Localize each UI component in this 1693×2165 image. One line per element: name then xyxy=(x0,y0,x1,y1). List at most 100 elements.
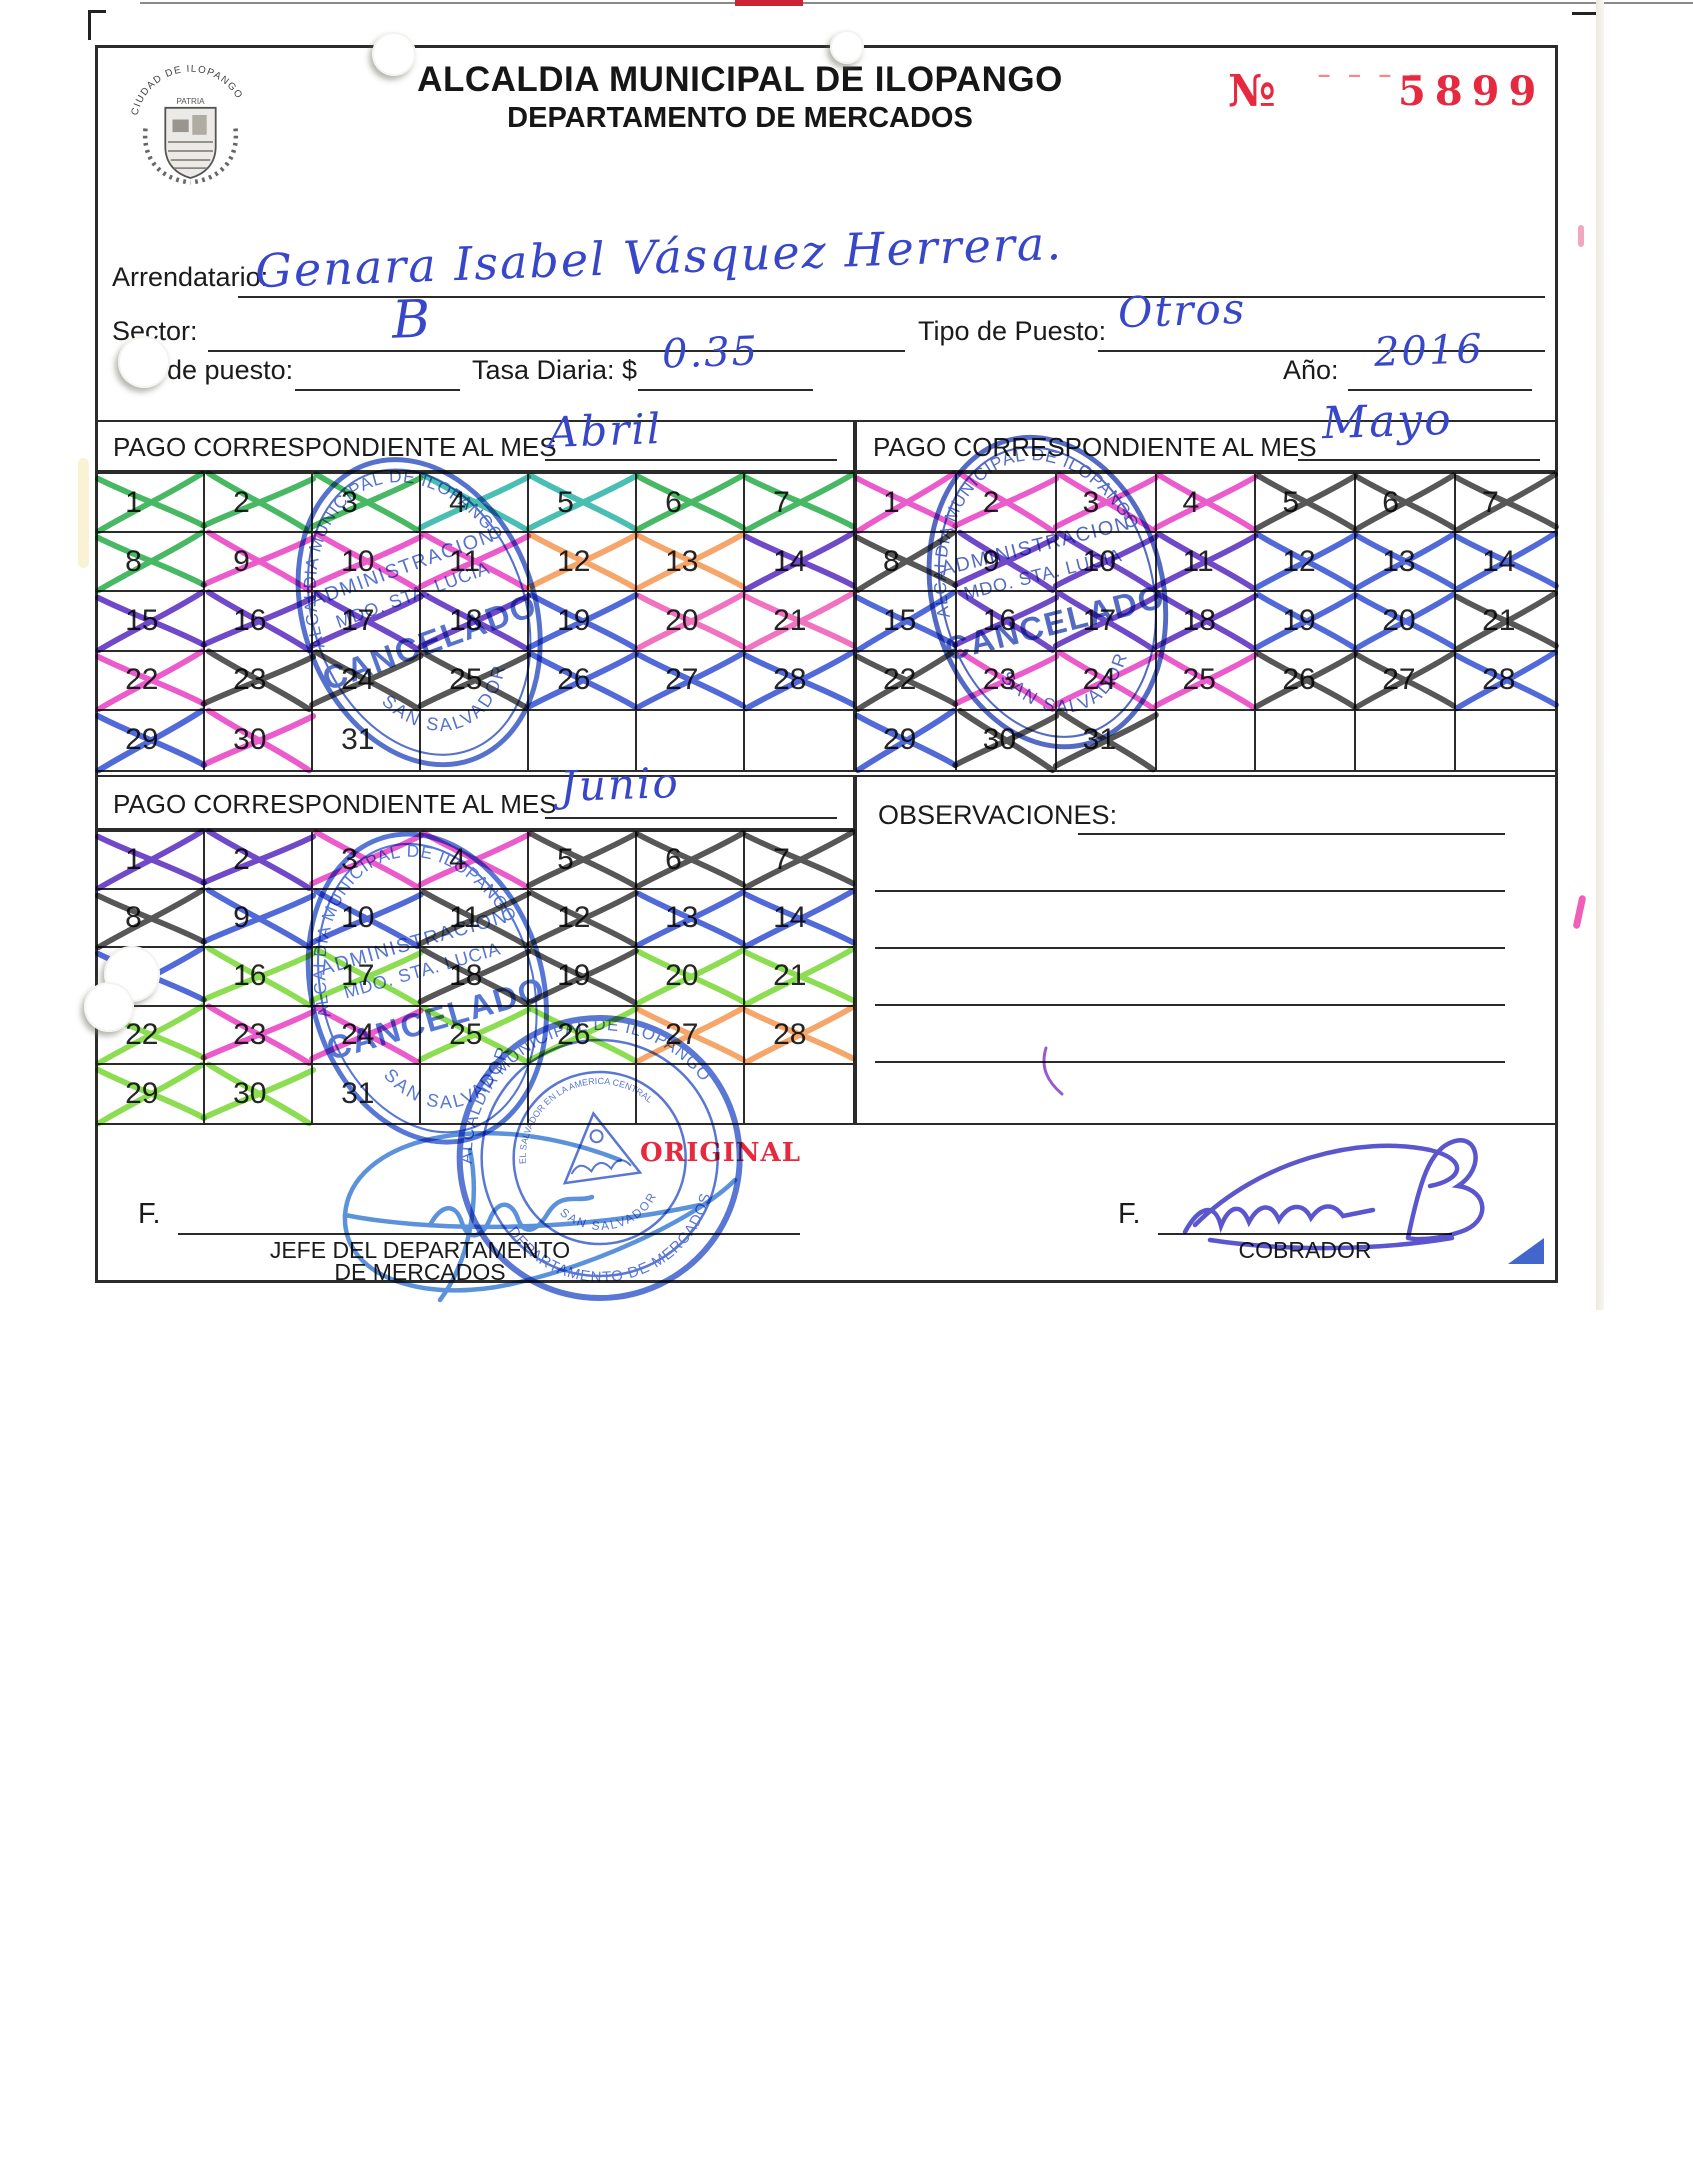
month-line-mayo xyxy=(1298,459,1540,461)
cross-mark xyxy=(417,590,531,652)
day-cell: 15 xyxy=(94,589,207,653)
day-cell: 13 xyxy=(1353,531,1457,593)
yellow-edge-smudge xyxy=(78,458,89,568)
day-cell: 5 xyxy=(525,473,639,534)
day-cell xyxy=(1356,710,1457,770)
day-cell: 12 xyxy=(1253,532,1358,593)
day-cell: 13 xyxy=(634,531,746,593)
cross-mark xyxy=(1353,590,1457,652)
cross-mark xyxy=(94,589,207,653)
day-cell: 4 xyxy=(1152,472,1259,534)
cross-mark xyxy=(952,530,1060,594)
crop-mark-topleft-v xyxy=(88,10,91,40)
cross-mark xyxy=(525,532,639,591)
crop-mark-topleft xyxy=(88,10,106,13)
cross-mark xyxy=(94,470,207,535)
tipo-puesto-line xyxy=(1098,350,1545,352)
cross-mark xyxy=(952,707,1060,774)
day-cell: 28 xyxy=(742,649,857,712)
day-cell: 20 xyxy=(1353,590,1457,652)
cross-mark xyxy=(200,470,316,535)
crop-mark-topright xyxy=(1572,12,1600,15)
day-cell: 22 xyxy=(94,648,207,713)
day-cell: 12 xyxy=(525,532,639,593)
f-label-right: F. xyxy=(1118,1198,1141,1230)
day-cell: 2 xyxy=(952,470,1060,535)
scan-top-edge xyxy=(140,2,1693,4)
day-cell: 30 xyxy=(200,1061,316,1127)
cross-mark xyxy=(1353,472,1457,533)
day-cell: 10 xyxy=(1052,530,1159,593)
seal-building-2 xyxy=(192,115,207,135)
calendar-grid-junio: 1234567891011121314151617181920212223242… xyxy=(94,828,857,1127)
cross-mark xyxy=(1453,530,1559,593)
cancelado-stamp-junio: ALCALDIA MUNICIPAL DE ILOPANGO ADMINISTR… xyxy=(262,795,595,1186)
day-cell xyxy=(1256,710,1357,770)
day-cell: 13 xyxy=(634,888,746,949)
cross-mark xyxy=(1052,708,1159,773)
day-cell: 25 xyxy=(417,650,531,711)
day-cell: 8 xyxy=(94,886,207,950)
cross-mark xyxy=(634,590,746,652)
calendar-grid-mayo: 1 2 3 4 5 6 7 8 9 10 11 12 13 14 15 16 17 18 19 20 21 22 23 24 2… xyxy=(854,470,1559,774)
anio-line xyxy=(1348,389,1532,391)
cross-mark xyxy=(200,648,316,713)
cross-mark xyxy=(308,887,424,949)
cross-mark xyxy=(94,707,207,774)
cross-mark xyxy=(1453,649,1559,712)
cross-mark xyxy=(417,946,531,1007)
pink-edge-mark-1 xyxy=(1578,225,1584,247)
calendar-grid-abril: 1 2 3 4 5 6 7 8 9 10 11 12 13 14 15 16 17 18 19 20 21 22 23 24 2… xyxy=(94,470,857,774)
cobrador-signature xyxy=(1182,1138,1485,1251)
cross-mark xyxy=(634,650,746,711)
day-cell xyxy=(1157,710,1257,770)
cross-mark xyxy=(742,530,857,593)
cross-mark xyxy=(308,590,424,652)
pen-scribble-observaciones xyxy=(1042,1046,1064,1096)
day-cell: 29 xyxy=(94,707,207,774)
day-cell: 3 xyxy=(308,471,424,534)
cross-mark xyxy=(854,707,959,774)
cross-mark xyxy=(634,946,746,1007)
day-cell: 29 xyxy=(854,707,959,774)
cross-mark xyxy=(1152,472,1259,533)
day-cell: 27 xyxy=(1353,650,1457,711)
cross-mark xyxy=(1353,531,1457,592)
f-label-left: F. xyxy=(138,1198,161,1230)
cross-mark xyxy=(308,530,424,593)
original-label: ORIGINAL xyxy=(640,1138,802,1168)
day-cell xyxy=(421,710,529,770)
cross-mark xyxy=(200,886,316,950)
day-cell: 15 xyxy=(854,589,959,653)
day-cell: 20 xyxy=(634,946,746,1007)
cross-mark xyxy=(417,1005,531,1065)
cross-mark xyxy=(308,946,424,1007)
cross-mark xyxy=(308,649,424,712)
cross-mark xyxy=(742,829,857,891)
seal-wreath-right xyxy=(190,128,239,185)
day-cell: 11 xyxy=(417,888,531,949)
day-cell xyxy=(637,1064,745,1123)
cross-mark xyxy=(200,1003,316,1067)
day-cell: 18 xyxy=(417,590,531,652)
f-line-left xyxy=(178,1233,800,1235)
cross-mark xyxy=(94,529,207,594)
month-label-junio: PAGO CORRESPONDIENTE AL MES xyxy=(113,789,557,819)
day-cell: 26 xyxy=(1253,651,1358,711)
day-cell: 10 xyxy=(308,887,424,949)
day-cell: 7 xyxy=(1453,471,1559,534)
cross-mark xyxy=(525,831,639,889)
f-line-right xyxy=(1158,1233,1452,1235)
tipo-puesto-label: Tipo de Puesto: xyxy=(918,316,1107,346)
cross-mark xyxy=(1152,650,1259,711)
month-header-junio xyxy=(95,775,855,830)
seal-building xyxy=(172,119,189,133)
cross-mark xyxy=(308,471,424,534)
day-cell: 2 xyxy=(200,828,316,892)
receipt-no-symbol: № xyxy=(1228,66,1276,117)
cross-mark xyxy=(1453,590,1559,652)
cross-mark xyxy=(1253,532,1358,591)
anio-label: Año: xyxy=(1283,355,1339,385)
day-cell: 23 xyxy=(200,1003,316,1067)
